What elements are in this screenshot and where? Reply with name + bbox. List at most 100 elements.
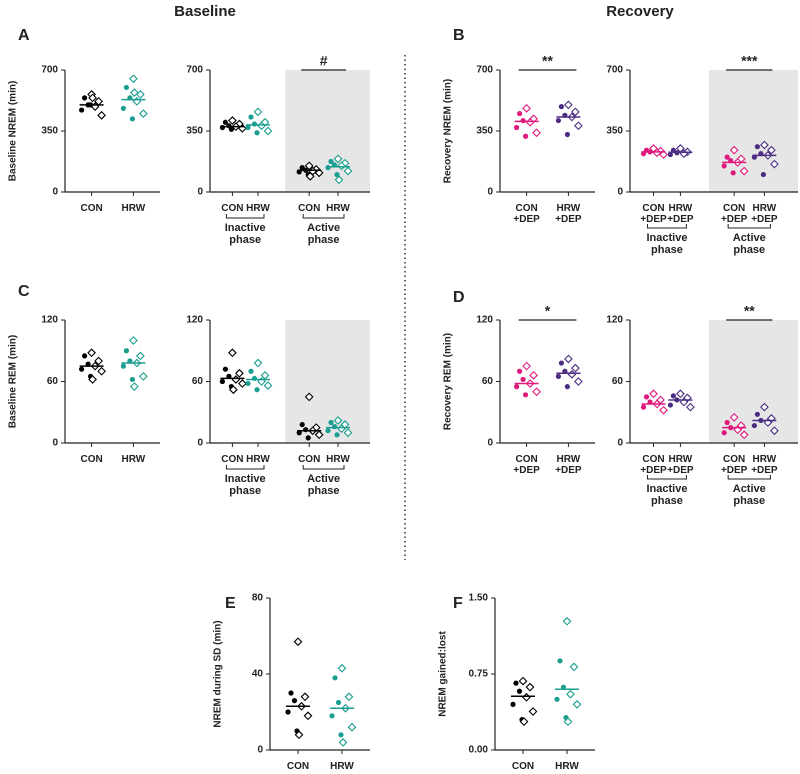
point [343, 166, 353, 176]
x-tick-label: CON [512, 761, 534, 772]
point [129, 116, 135, 122]
y-tick-label: 350 [476, 126, 493, 137]
point [328, 158, 334, 165]
panel-letter: C [18, 283, 30, 300]
point [285, 709, 291, 715]
point [516, 688, 523, 694]
point [314, 168, 324, 178]
y-axis-label: NREM during SD (min) [213, 620, 224, 727]
point [304, 392, 314, 402]
point [120, 105, 126, 111]
x-tick-label: HRW [330, 761, 354, 772]
point [251, 375, 258, 382]
point [97, 366, 106, 376]
x-tick-label: HRW [246, 454, 270, 465]
point [291, 698, 298, 704]
point [229, 385, 238, 395]
point [729, 145, 739, 155]
point [659, 405, 668, 415]
y-tick-label: 0 [52, 438, 58, 449]
point [82, 95, 88, 101]
point [245, 380, 251, 387]
point [667, 151, 674, 158]
point [532, 128, 541, 138]
x-tick-label: CON [221, 454, 243, 465]
point [520, 117, 526, 124]
point [248, 368, 254, 374]
header: Baseline [174, 3, 236, 20]
point [132, 96, 142, 106]
point [564, 131, 571, 138]
phase-label: Inactive phase [646, 232, 687, 256]
y-tick-label: 120 [606, 315, 623, 326]
point [139, 109, 148, 118]
y-tick-label: 0 [257, 745, 263, 756]
y-tick-label: 0 [197, 187, 203, 198]
point [334, 171, 340, 178]
y-tick-label: 0 [617, 438, 623, 449]
point [305, 171, 315, 181]
point [228, 126, 234, 132]
point [325, 428, 331, 434]
panel-letter: B [453, 27, 465, 44]
point [219, 124, 225, 131]
point [333, 154, 343, 164]
point [520, 376, 526, 383]
phase-bracket [225, 465, 265, 470]
point [79, 107, 85, 113]
y-tick-label: 350 [186, 126, 203, 137]
point [331, 424, 338, 430]
point [518, 676, 528, 686]
x-tick-label: CON +DEP [721, 203, 748, 225]
point [260, 370, 270, 380]
point [263, 126, 273, 136]
point [299, 421, 305, 428]
point [253, 107, 263, 117]
phase-bracket [647, 475, 687, 480]
phase-bracket [647, 224, 687, 229]
phase-shade [708, 70, 798, 192]
y-axis-label: NREM gained:lost [438, 631, 449, 717]
point [555, 373, 562, 379]
y-tick-label: 0 [617, 187, 623, 198]
point [760, 140, 769, 150]
x-tick-label: CON +DEP [513, 454, 540, 476]
y-tick-label: 700 [606, 65, 623, 76]
point [517, 368, 523, 374]
y-tick-label: 0.00 [469, 745, 489, 756]
significance-label: *** [741, 53, 758, 69]
point [129, 376, 135, 383]
point [721, 430, 727, 436]
point [523, 392, 529, 398]
point [523, 133, 529, 139]
point [770, 426, 779, 436]
point [314, 430, 324, 440]
phase-shade [285, 320, 370, 443]
phase-label: Inactive phase [225, 473, 266, 497]
point [574, 121, 583, 131]
phase-label: Active phase [733, 232, 766, 256]
y-tick-label: 60 [192, 376, 204, 387]
y-tick-label: 1.50 [469, 593, 489, 604]
point [333, 416, 343, 425]
point [522, 103, 531, 113]
y-tick-label: 700 [186, 65, 203, 76]
point [332, 675, 338, 681]
panel-letter: F [453, 595, 463, 612]
point [567, 369, 577, 379]
point [228, 348, 237, 358]
header: Recovery [606, 3, 674, 20]
point [120, 363, 126, 369]
x-tick-label: CON +DEP [640, 203, 667, 225]
point [754, 144, 761, 150]
point [82, 353, 88, 359]
point [337, 663, 347, 673]
point [529, 370, 538, 380]
point [514, 124, 520, 131]
point [97, 110, 106, 120]
point [325, 165, 331, 171]
point [571, 107, 580, 117]
point [563, 717, 573, 727]
point [640, 404, 647, 410]
